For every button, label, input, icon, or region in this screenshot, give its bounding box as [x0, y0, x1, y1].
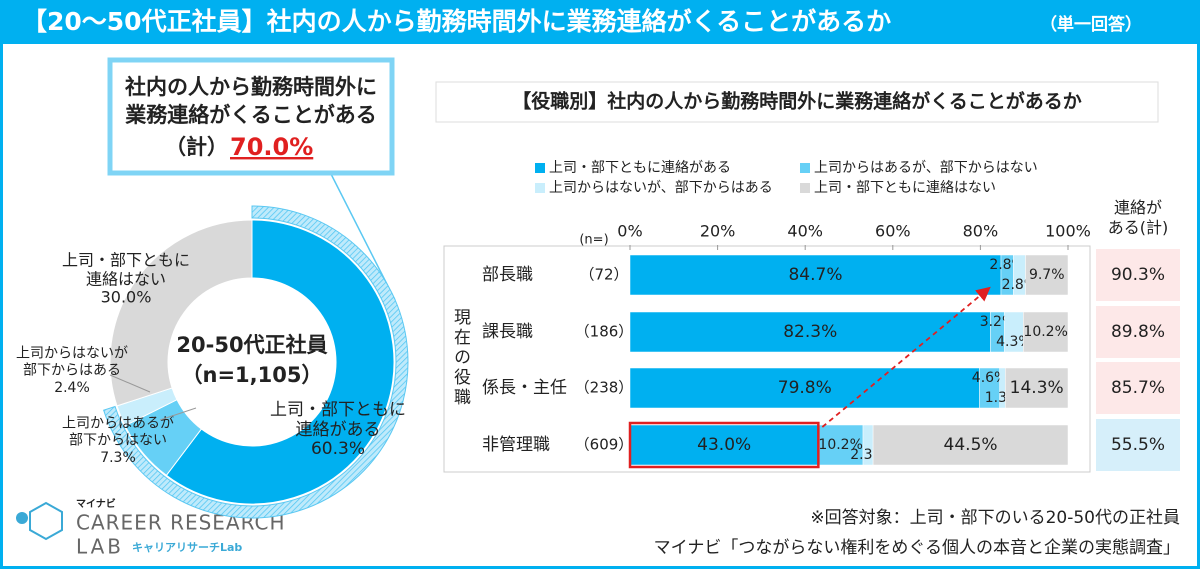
legend-label: 上司からはあるが、部下からはない [814, 160, 1038, 176]
x-tick-label: 40% [787, 222, 823, 241]
callout-total: 70.0% [230, 133, 313, 161]
x-tick-label: 20% [700, 222, 736, 241]
category-label: 課長職 [482, 322, 533, 342]
header-title: 【20～50代正社員】社内の人から勤務時間外に業務連絡がくることがあるか [22, 7, 891, 36]
callout-prefix: （計） [165, 135, 228, 159]
value-label: 43.0% [697, 435, 751, 455]
source: マイナビ「つながらない権利をめぐる個人の本音と企業の実態調査」 [654, 538, 1180, 558]
totals-header: 連絡がある(計) [1108, 198, 1169, 237]
value-label: 4.3% [996, 334, 1032, 350]
total-cell [1096, 249, 1180, 301]
total-label: 89.8% [1111, 322, 1165, 342]
legend-swatch [535, 183, 545, 193]
value-label: 10.2% [818, 437, 862, 453]
value-label: 82.3% [783, 322, 837, 342]
x-tick-label: 60% [875, 222, 911, 241]
footnote: ※回答対象：上司・部下のいる20-50代の正社員 [810, 508, 1180, 528]
total-label: 85.7% [1111, 378, 1165, 398]
plot-frame [443, 245, 1091, 473]
logo: マイナビ CAREER RESEARCH LAB キャリアリサーチLab [16, 497, 285, 559]
logo-sub: キャリアリサーチLab [132, 541, 242, 554]
bar-title-box [435, 81, 1159, 123]
donut-center: （n=1,105） [182, 363, 323, 387]
n-label: （609） [575, 436, 634, 454]
legend-label: 上司・部下ともに連絡はない [814, 180, 996, 196]
n-label: （72） [579, 266, 628, 284]
value-label: 84.7% [788, 265, 842, 285]
x-tick-label: 80% [963, 222, 999, 241]
callout-line: 社内の人から勤務時間外に [124, 75, 377, 99]
donut-value-label: 2.4% [54, 380, 90, 396]
value-label: 44.5% [944, 435, 998, 455]
donut-label: 上司からはないが部下からはある [16, 346, 128, 379]
bar-chart-title: 【役職別】社内の人から勤務時間外に業務連絡がくることがあるか [512, 90, 1082, 113]
logo-line2: LAB [76, 535, 124, 559]
donut-segment [109, 219, 253, 407]
n-label: （238） [575, 379, 634, 397]
total-label: 90.3% [1111, 265, 1165, 285]
value-label: 79.8% [778, 378, 832, 398]
callout-box [107, 57, 395, 176]
category-label: 部長職 [482, 265, 533, 285]
total-label: 55.5% [1111, 435, 1165, 455]
n-header: (n=) [579, 233, 608, 248]
value-label: 4.6% [972, 370, 1008, 386]
legend-label: 上司・部下ともに連絡がある [549, 160, 731, 176]
leader-line [159, 407, 197, 421]
bar-segment [872, 424, 1069, 466]
callout-line: 業務連絡がくることがある [125, 103, 377, 127]
total-cell [1096, 419, 1180, 471]
bar-segment [1025, 254, 1069, 296]
bar-segment [629, 424, 819, 466]
highlight-box [628, 421, 820, 469]
y-axis-label: 現在の役職 [450, 308, 471, 408]
category-label: 係長・主任 [482, 378, 567, 398]
bar-segment [1023, 311, 1069, 353]
donut-center: 20-50代正社員 [176, 333, 327, 357]
total-cell [1096, 306, 1180, 358]
bar-segment [818, 424, 864, 466]
logo-brand: マイナビ [76, 497, 116, 510]
donut-value-label: 30.0% [101, 288, 152, 307]
total-cell [1096, 362, 1180, 414]
legend-label: 上司からはないが、部下からはある [549, 180, 773, 196]
bar-segment [1005, 367, 1069, 409]
donut-label: 上司・部下ともに連絡がある [270, 400, 406, 440]
legend-swatch [535, 163, 545, 173]
x-tick-label: 0% [617, 222, 642, 241]
logo-dot [16, 512, 28, 524]
donut-label: 上司からはあるが部下からはない [62, 416, 174, 449]
donut-value-label: 7.3% [100, 450, 136, 466]
header-note: （単一回答） [1040, 14, 1142, 35]
donut-total-ring [103, 205, 409, 519]
category-label: 非管理職 [482, 435, 550, 455]
n-label: （186） [575, 323, 634, 341]
bar-segment [629, 367, 980, 409]
legend-swatch [800, 183, 810, 193]
value-label: 14.3% [1010, 378, 1064, 398]
x-tick-label: 100% [1045, 222, 1091, 241]
leader-line [109, 374, 151, 393]
donut-value-label: 60.3% [311, 439, 365, 459]
donut-label: 上司・部下ともに連絡はない [62, 250, 190, 288]
value-label: 10.2% [1023, 324, 1067, 340]
bar-segment [629, 311, 991, 353]
legend-swatch [800, 163, 810, 173]
value-label: 9.7% [1029, 267, 1065, 283]
logo-cube [29, 501, 63, 541]
donut-segment [165, 219, 395, 505]
header-band [0, 0, 1200, 44]
